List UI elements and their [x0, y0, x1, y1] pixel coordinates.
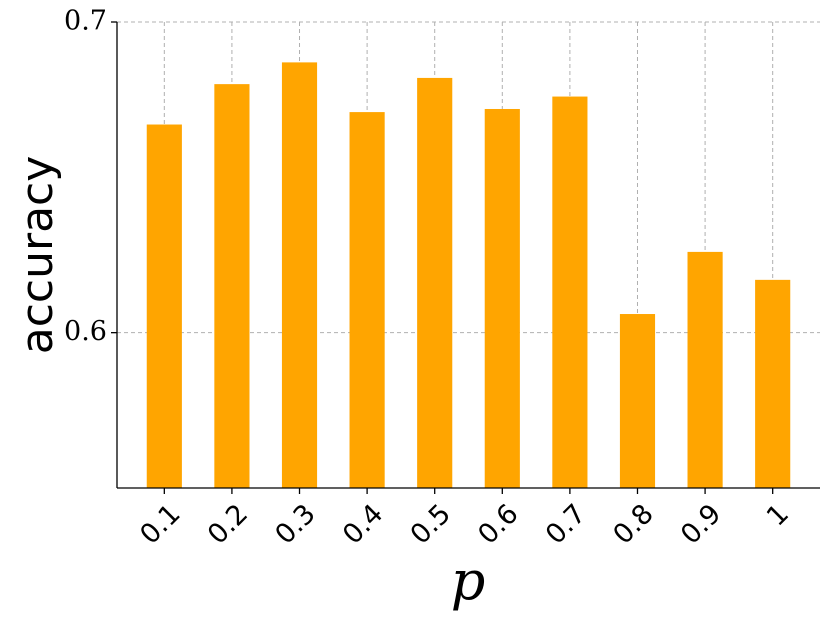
bar	[484, 108, 520, 488]
x-tick-label: 0.7	[540, 498, 592, 550]
x-tick-label: 0.4	[337, 498, 389, 550]
bar	[552, 96, 588, 488]
bar	[619, 314, 656, 488]
x-axis-label: p	[451, 549, 486, 612]
bar	[755, 279, 791, 488]
x-tick-label: 0.3	[269, 498, 321, 550]
y-tick-label: 0.6	[64, 316, 107, 347]
bar	[281, 62, 318, 489]
y-tick-label: 0.7	[64, 6, 107, 37]
x-tick-label: 0.8	[607, 498, 659, 550]
bar	[214, 84, 250, 488]
x-tick-label: 0.1	[134, 498, 186, 550]
x-tick-label: 0.6	[472, 498, 524, 550]
x-tick-label: 0.2	[202, 498, 254, 550]
y-axis-label: accuracy	[12, 156, 63, 355]
x-tick-label: 0.9	[675, 498, 727, 550]
bar	[417, 77, 453, 489]
x-tick-label: 1	[761, 498, 795, 532]
bar	[349, 112, 385, 489]
bar	[687, 251, 723, 488]
x-tick-label: 0.5	[405, 498, 457, 550]
bar	[146, 124, 182, 489]
